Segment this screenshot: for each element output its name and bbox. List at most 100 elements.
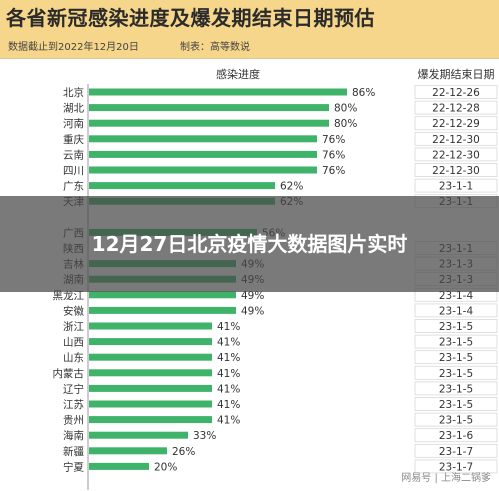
category-label: 宁夏	[63, 460, 84, 473]
value-label: 49%	[241, 305, 264, 317]
end-date-cell	[414, 397, 498, 411]
category-label: 山西	[63, 337, 84, 349]
bar	[89, 135, 317, 143]
bar	[89, 88, 347, 96]
category-label: 北京	[63, 86, 84, 99]
end-date-cell	[414, 163, 498, 177]
bar	[89, 322, 212, 330]
end-date-label: 22-12-26	[432, 87, 480, 99]
bar	[89, 369, 212, 377]
value-label: 76%	[322, 165, 345, 177]
end-date-cell	[414, 85, 498, 99]
end-date-cell	[414, 319, 498, 333]
category-label: 四川	[63, 165, 84, 177]
end-date-cell	[414, 381, 498, 396]
overlay-title: 12月27日北京疫情大数据图片实时	[91, 232, 408, 256]
category-label: 海南	[63, 429, 84, 442]
value-label: 41%	[217, 368, 240, 380]
value-label: 80%	[334, 103, 357, 115]
bar	[89, 431, 188, 439]
end-date-cell	[414, 365, 498, 380]
category-label: 辽宁	[63, 382, 84, 395]
headline-overlay: 12月27日北京疫情大数据图片实时	[0, 196, 499, 292]
value-label: 80%	[334, 118, 357, 130]
value-label: 76%	[322, 134, 345, 146]
end-date-label: 23-1-4	[439, 290, 474, 302]
category-label: 云南	[63, 148, 84, 161]
category-label: 广东	[63, 180, 84, 193]
end-date-label: 23-1-5	[439, 321, 473, 333]
value-label: 86%	[352, 87, 375, 99]
end-date-label: 22-12-30	[432, 149, 480, 161]
end-date-label: 23-1-5	[439, 383, 473, 395]
value-label: 41%	[217, 415, 240, 427]
bar	[89, 104, 329, 112]
end-date-cell	[414, 459, 498, 474]
bar	[89, 306, 236, 314]
bar	[89, 384, 212, 392]
source-note: 制表：高等数说	[180, 42, 250, 53]
end-date-cell	[414, 178, 498, 193]
end-date-label: 22-12-29	[432, 118, 480, 130]
end-date-cell	[414, 350, 498, 365]
bar	[89, 119, 329, 127]
value-label: 76%	[322, 149, 345, 161]
end-date-label: 23-1-6	[439, 430, 474, 442]
end-date-label: 22-12-30	[432, 134, 480, 146]
category-label: 江苏	[63, 398, 84, 411]
category-label: 贵州	[63, 414, 84, 427]
bar	[89, 166, 317, 174]
end-date-cell	[414, 334, 498, 349]
end-date-cell	[414, 116, 498, 131]
end-date-label: 23-1-1	[439, 181, 473, 193]
end-date-cell	[414, 443, 498, 458]
end-date-cell	[414, 100, 498, 115]
category-label: 安徽	[63, 304, 84, 317]
bar	[89, 462, 149, 470]
value-label: 41%	[217, 352, 240, 364]
end-date-label: 23-1-5	[439, 337, 473, 349]
category-label: 浙江	[63, 321, 84, 333]
category-label: 内蒙古	[53, 367, 85, 380]
end-date-cell	[414, 303, 498, 318]
bar	[89, 150, 317, 158]
bar	[89, 338, 212, 346]
x-axis-label: 感染进度	[216, 67, 260, 81]
end-date-cell	[414, 147, 498, 162]
bar	[89, 182, 275, 190]
page-title: 各省新冠感染进度及爆发期结束日期预估	[6, 6, 375, 30]
end-date-label: 23-1-7	[439, 446, 473, 458]
category-label: 河南	[63, 117, 84, 130]
value-label: 41%	[217, 399, 240, 411]
end-date-label: 22-12-28	[432, 103, 480, 115]
value-label: 41%	[217, 337, 240, 349]
value-label: 49%	[241, 290, 264, 302]
value-label: 41%	[217, 383, 240, 395]
end-date-label: 23-1-5	[439, 399, 473, 411]
value-label: 62%	[280, 181, 303, 193]
end-date-label: 23-1-5	[439, 415, 473, 427]
category-label: 湖北	[63, 103, 84, 115]
value-label: 20%	[154, 461, 177, 473]
bar	[89, 416, 212, 424]
bar	[89, 400, 212, 408]
value-label: 41%	[217, 321, 240, 333]
bar	[89, 447, 167, 455]
end-date-label: 22-12-30	[432, 165, 480, 177]
end-date-label: 23-1-5	[439, 352, 473, 364]
end-date-label: 23-1-4	[439, 305, 474, 317]
bar	[89, 291, 236, 299]
category-label: 黑龙江	[53, 289, 85, 302]
end-date-column-label: 爆发期结束日期	[418, 67, 495, 81]
watermark: 网易号 | 上海二锅爹	[401, 473, 491, 484]
end-date-cell	[414, 428, 498, 443]
end-date-cell	[414, 131, 498, 146]
end-date-label: 23-1-7	[439, 461, 473, 473]
end-date-cell	[414, 412, 498, 427]
category-label: 新疆	[63, 445, 84, 458]
end-date-label: 23-1-5	[439, 368, 473, 380]
category-label: 重庆	[63, 133, 84, 146]
value-label: 33%	[193, 430, 216, 442]
value-label: 26%	[172, 446, 195, 458]
